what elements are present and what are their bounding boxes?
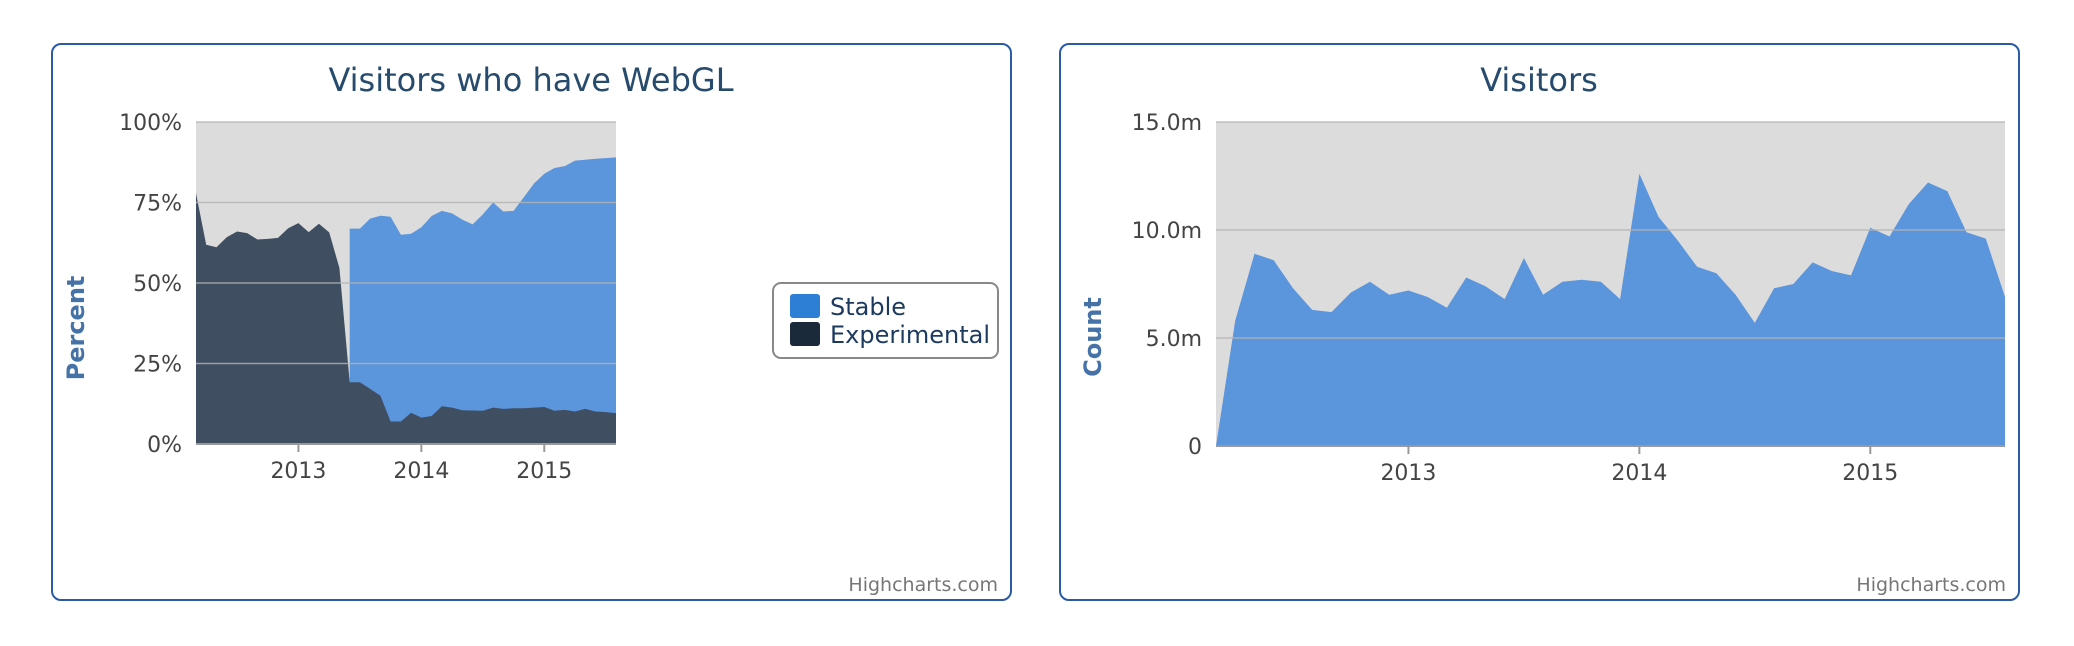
plot-area [1216,121,2005,447]
area-series-experimental [196,193,616,444]
y-tick-label: 50% [133,272,182,297]
area-series-stable [349,157,616,444]
y-tick-label: 25% [133,353,182,378]
y-tick-label: 100% [119,111,182,136]
x-tick-label: 2013 [1380,461,1436,486]
chart-panel-visitors: Visitors Count Highcharts.com 0 5.0m 10.0m… [1059,43,2020,601]
area-series-count [1216,173,2005,447]
credit-link[interactable]: Highcharts.com [1856,574,2006,596]
y-axis-label: Count [1079,297,1107,377]
y-tick-label: 0% [147,433,182,458]
plot-area [196,121,616,445]
webgl-chart-svg: Visitors who have WebGL Percent Highchar… [62,61,999,596]
x-tick-label: 2014 [1611,461,1667,486]
legend-box [772,282,999,359]
chart-panel-webgl: Visitors who have WebGL Percent Highchar… [51,43,1012,601]
legend-label-stable: Stable [830,293,906,321]
legend-swatch-experimental [790,322,820,346]
x-tick-label: 2015 [516,459,572,484]
chart-title: Visitors [1480,61,1598,99]
y-tick-label: 10.0m [1132,219,1202,244]
chart-title: Visitors who have WebGL [328,61,733,99]
visitors-chart-svg: Visitors Count Highcharts.com 0 5.0m 10.0m… [1079,61,2006,596]
y-axis-label: Percent [62,276,90,381]
x-tick-label: 2013 [270,459,326,484]
y-tick-label: 15.0m [1132,111,1202,136]
legend-item-experimental[interactable]: Experimental [790,321,990,349]
y-tick-label: 5.0m [1146,327,1202,352]
legend-label-experimental: Experimental [830,321,990,349]
x-tick-label: 2014 [393,459,449,484]
legend-swatch-stable [790,294,820,318]
x-tick-label: 2015 [1842,461,1898,486]
credit-link[interactable]: Highcharts.com [848,574,998,596]
legend-item-stable[interactable]: Stable [790,293,906,321]
y-tick-label: 0 [1188,435,1202,460]
legend: Stable Experimental [772,282,999,359]
y-tick-label: 75% [133,192,182,217]
